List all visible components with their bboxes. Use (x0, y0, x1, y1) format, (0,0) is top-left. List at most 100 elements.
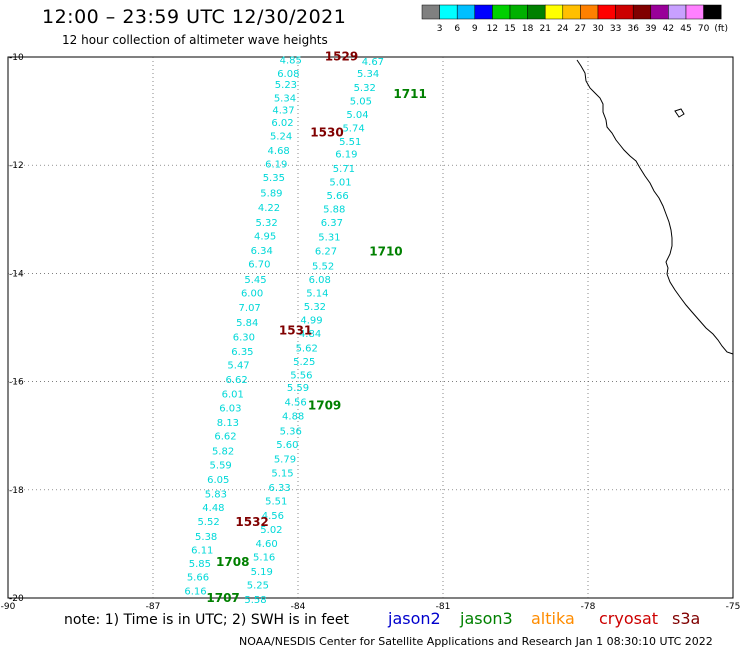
wave-height-data: 4.856.085.235.344.376.025.244.686.195.35… (184, 56, 384, 606)
wave-height-value: 5.60 (276, 440, 298, 451)
wave-height-value: 4.68 (268, 146, 290, 157)
wave-height-value: 6.08 (309, 275, 331, 286)
legend-tick-label: (ft) (714, 24, 728, 34)
legend-tick-label: 15 (504, 24, 515, 34)
longitude-label: -90 (1, 602, 16, 612)
wave-height-value: 5.52 (197, 517, 219, 528)
wave-height-value: 5.19 (251, 567, 273, 578)
pass-time-labels: 1529 1530 1531 1532 1711 1710 1709 1708 1707 (206, 49, 426, 605)
legend-tick-label: 45 (680, 24, 691, 34)
wave-height-value: 5.85 (189, 559, 211, 570)
wave-height-value: 5.71 (333, 164, 355, 175)
page-subtitle: 12 hour collection of altimeter wave hei… (62, 33, 328, 47)
legend-swatch (668, 4, 687, 20)
wave-height-value: 4.60 (255, 539, 277, 550)
wave-height-value: 6.01 (222, 390, 244, 401)
wave-height-value: 6.27 (315, 247, 337, 258)
wave-height-value: 6.62 (214, 432, 236, 443)
wave-height-value: 5.02 (260, 525, 282, 536)
wave-height-value: 5.32 (304, 302, 326, 313)
legend-tick-label: 12 (487, 24, 498, 34)
wave-height-value: 5.36 (280, 426, 302, 437)
wave-height-value: 5.05 (350, 96, 372, 107)
wave-height-value: 5.01 (329, 177, 351, 188)
wave-height-value: 5.04 (346, 110, 368, 121)
wave-height-value: 6.05 (207, 475, 229, 486)
wave-height-value: 4.88 (282, 412, 304, 423)
wave-height-value: 5.32 (255, 218, 277, 229)
credit-line: NOAA/NESDIS Center for Satellite Applica… (239, 635, 713, 648)
pass-time-label: 1711 (393, 87, 426, 101)
legend-tick-label: 70 (698, 24, 710, 34)
legend-swatch (509, 4, 528, 20)
wave-height-value: 5.88 (323, 204, 345, 215)
wave-height-value: 5.84 (236, 318, 258, 329)
legend-tick-label: 39 (645, 24, 657, 34)
legend-swatch (580, 4, 599, 20)
pass-time-label: 1531 (279, 324, 312, 338)
wave-height-value: 5.35 (263, 173, 285, 184)
legend-tick-label: 3 (437, 24, 443, 34)
latitude-label: -18 (9, 486, 24, 496)
wave-height-value: 5.16 (253, 552, 275, 563)
wave-height-value: 5.83 (205, 490, 227, 501)
wave-height-value: 6.08 (277, 69, 299, 80)
legend-tick-label: 42 (663, 24, 674, 34)
wave-height-value: 5.34 (274, 94, 296, 105)
pass-time-label: 1709 (308, 398, 341, 412)
coastline-path (576, 59, 734, 355)
legend-swatch (562, 4, 581, 20)
legend-tick-label: 24 (557, 24, 569, 34)
wave-height-value: 7.07 (239, 303, 261, 314)
wave-height-value: 5.59 (210, 460, 232, 471)
wave-height-value: 5.59 (287, 383, 309, 394)
wave-height-value: 5.15 (271, 468, 293, 479)
legend-swatch (492, 4, 511, 20)
wave-height-value: 6.19 (335, 149, 357, 160)
wave-height-value: 5.45 (244, 275, 266, 286)
latitude-label: -10 (9, 53, 24, 63)
satellite-jason2: jason2 (388, 609, 441, 628)
legend-tick-label: 27 (575, 24, 586, 34)
wave-height-value: 6.62 (225, 375, 247, 386)
wave-height-value: 5.47 (227, 360, 249, 371)
wave-height-value: 5.74 (342, 123, 364, 134)
wave-height-value: 5.23 (275, 80, 297, 91)
wave-height-value: 8.13 (217, 418, 239, 429)
pass-time-label: 1707 (206, 591, 239, 605)
wave-height-value: 5.14 (306, 288, 328, 299)
wave-height-value: 6.11 (191, 545, 213, 556)
legend-tick-label: 21 (539, 24, 550, 34)
coastline (576, 59, 734, 355)
legend-tick-label: 6 (454, 24, 460, 34)
wave-height-value: 5.89 (260, 188, 282, 199)
wave-height-value: 6.16 (184, 586, 206, 597)
wave-height-value: 4.99 (300, 315, 322, 326)
legend-swatch (685, 4, 704, 20)
lake-outline (674, 108, 685, 118)
legend-swatch (474, 4, 493, 20)
pass-time-label: 1529 (325, 49, 358, 63)
legend-swatch (632, 4, 652, 20)
wave-height-value: 5.38 (195, 532, 217, 543)
legend-tick-label: 18 (522, 24, 534, 34)
wave-height-value: 5.66 (327, 191, 349, 202)
wave-height-value: 4.84 (299, 329, 321, 340)
satellite-jason3: jason3 (460, 609, 513, 628)
legend-swatch (456, 4, 476, 20)
latitude-label: -16 (9, 378, 24, 388)
wave-height-value: 4.56 (262, 511, 284, 522)
legend-swatch (421, 4, 440, 20)
wave-height-value: 6.34 (251, 246, 273, 257)
wave-height-value: 5.58 (244, 595, 266, 606)
latitude-label: -14 (9, 269, 24, 279)
wave-height-value: 4.48 (202, 503, 224, 514)
wave-height-value: 5.32 (354, 83, 376, 94)
legend-swatch (544, 4, 564, 20)
legend-swatch (597, 4, 616, 20)
wave-height-value: 6.35 (231, 347, 253, 358)
wave-height-value: 4.85 (280, 56, 302, 67)
wave-height-value: 4.95 (254, 232, 276, 243)
